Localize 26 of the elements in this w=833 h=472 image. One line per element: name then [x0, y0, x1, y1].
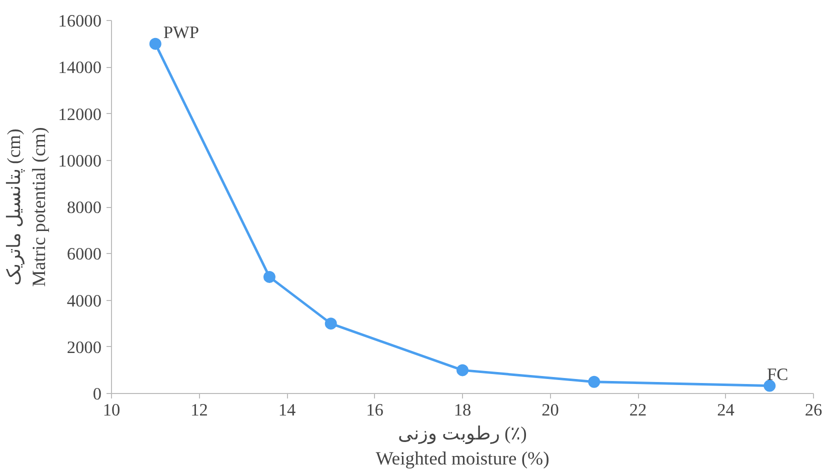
- x-tick-label: 10: [102, 400, 120, 420]
- x-tick-label: 22: [629, 400, 647, 420]
- point: [456, 364, 468, 376]
- y-tick-label: 14000: [58, 58, 102, 78]
- y-tick-label: 6000: [66, 244, 102, 264]
- x-tick-label: 16: [366, 400, 384, 420]
- y-tick-label: 4000: [66, 291, 102, 310]
- annotation: FC: [767, 364, 788, 384]
- y-tick-label: 0: [92, 384, 102, 404]
- x-tick-label: 18: [454, 400, 472, 420]
- x-tick-label: 12: [190, 400, 208, 420]
- point: [764, 380, 776, 392]
- x-tick-label: 26: [804, 400, 822, 420]
- y-tick-label: 16000: [58, 12, 102, 30]
- y-tick-label: 8000: [66, 198, 102, 217]
- x-tick-label: 24: [717, 400, 735, 420]
- x-tick-label: 14: [278, 400, 296, 420]
- point: [263, 270, 276, 283]
- annotation: PWP: [163, 22, 200, 42]
- point: [149, 38, 162, 50]
- y-tick-label: 10000: [58, 151, 102, 170]
- point: [588, 376, 600, 388]
- y-tick-label: 2000: [66, 338, 102, 357]
- x-tick-label: 20: [542, 400, 559, 420]
- point: [324, 318, 337, 330]
- y-tick-label: 12000: [58, 104, 102, 124]
